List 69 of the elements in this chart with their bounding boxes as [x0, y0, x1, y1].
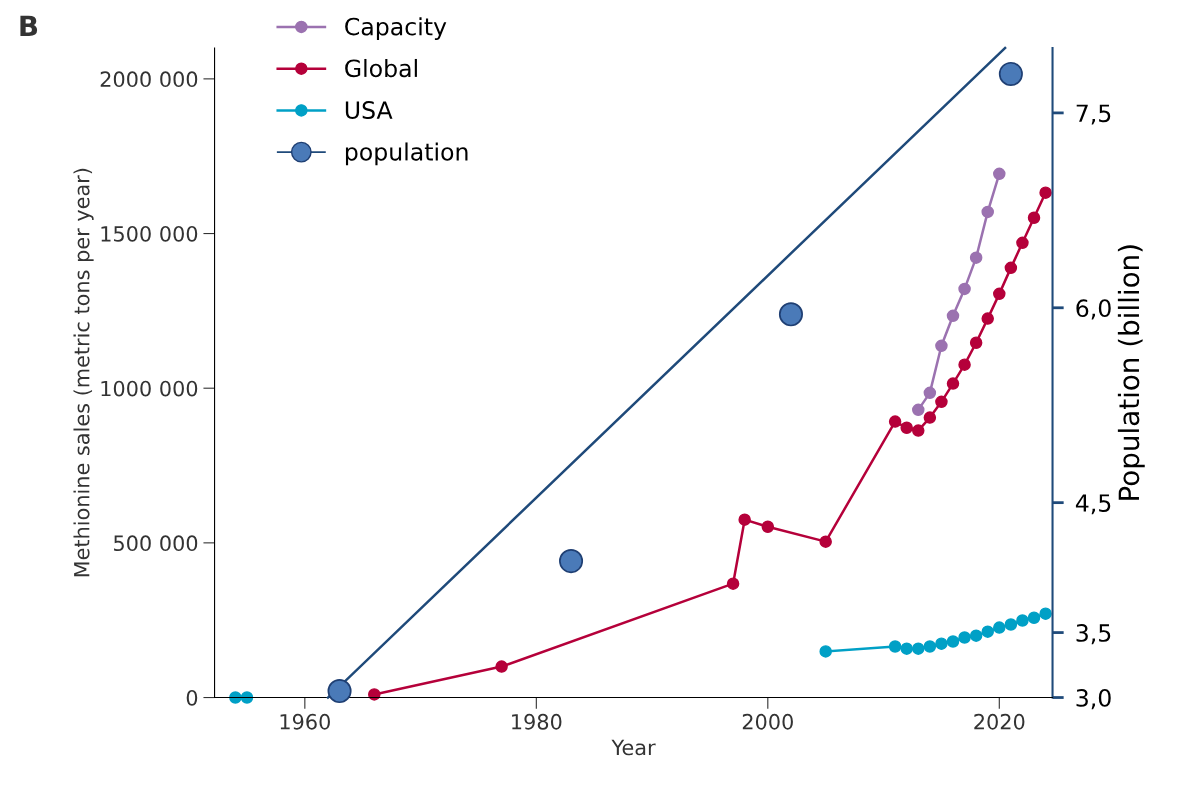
y2-axis-title: Population (billion) — [1117, 245, 1145, 500]
text: B — [20, 15, 38, 36]
point — [1004, 618, 1018, 631]
point — [1027, 611, 1041, 624]
point — [946, 635, 960, 648]
point — [935, 395, 948, 409]
point — [958, 282, 971, 296]
point — [981, 625, 994, 638]
y-tick-label: 0 — [186, 689, 198, 706]
point — [495, 660, 508, 673]
point — [912, 424, 925, 437]
legend-label: Global — [345, 58, 417, 78]
point — [1027, 211, 1041, 225]
point — [1016, 236, 1029, 250]
point — [1039, 186, 1052, 199]
point — [761, 520, 775, 534]
x-axis-title: Year — [611, 739, 656, 756]
point — [923, 411, 937, 424]
point — [969, 336, 983, 349]
point — [327, 678, 352, 704]
point — [888, 640, 902, 653]
point — [1016, 614, 1029, 627]
y2-tick-label: 7,5 — [1076, 104, 1111, 125]
point — [923, 386, 937, 400]
point — [819, 645, 832, 658]
point — [958, 358, 971, 371]
legend-label: population — [345, 142, 468, 166]
x-tick-label: 2020 — [974, 713, 1025, 730]
point — [738, 513, 751, 526]
point — [958, 631, 971, 644]
point — [993, 621, 1006, 634]
y2-tick-label: 3,0 — [1076, 688, 1111, 710]
y-tick-label: 1000 000 — [101, 380, 198, 397]
y2-tick-label: 6,0 — [1076, 299, 1111, 320]
y-tick-label: 500 000 — [114, 535, 198, 552]
point — [900, 642, 913, 655]
point — [368, 688, 381, 701]
point — [981, 205, 994, 219]
point — [819, 535, 832, 548]
y-tick-label: 2000 000 — [100, 71, 198, 88]
point — [935, 339, 948, 353]
x-tick-label: 1980 — [512, 713, 562, 730]
point — [1004, 261, 1018, 275]
point — [912, 403, 925, 417]
point — [888, 415, 902, 428]
y-axis-title: Methionine sales (metric tons per year) — [73, 168, 94, 577]
x-tick-label: 1960 — [280, 713, 330, 730]
point — [969, 251, 983, 264]
point — [998, 61, 1023, 86]
point — [993, 167, 1006, 181]
point — [778, 302, 803, 327]
point — [900, 421, 913, 435]
point — [935, 637, 948, 650]
point — [981, 312, 994, 325]
point — [923, 640, 937, 653]
legend-label: Capacity — [345, 17, 447, 41]
point — [993, 287, 1006, 301]
x-tick-label: 2000 — [742, 713, 793, 730]
y2-tick-label: 4,5 — [1075, 494, 1111, 515]
legend-label: USA — [345, 101, 393, 119]
y2-tick-label: 3,5 — [1076, 624, 1111, 645]
point — [559, 549, 584, 574]
point — [726, 577, 740, 590]
point — [946, 377, 960, 390]
point — [912, 642, 925, 655]
y-tick-label: 1500 000 — [101, 225, 198, 242]
point — [1039, 607, 1052, 620]
point — [946, 309, 960, 323]
point — [969, 629, 983, 642]
